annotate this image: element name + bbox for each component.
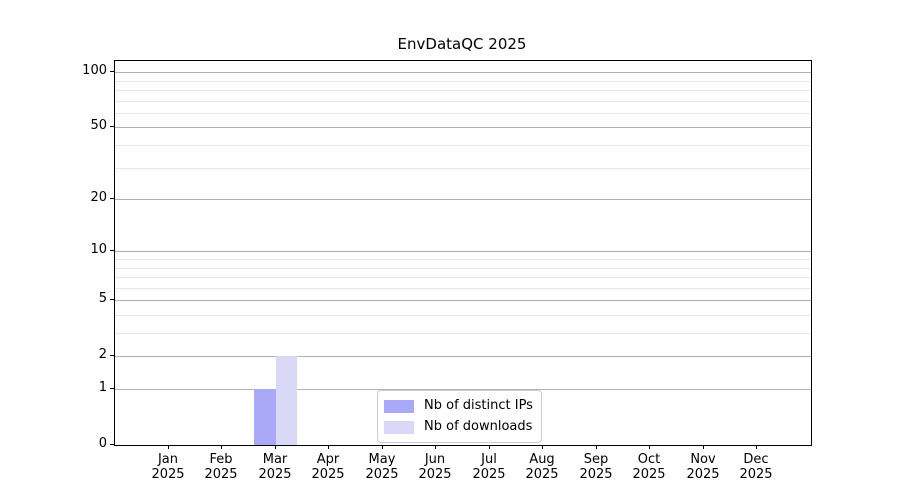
gridline-minor-3 (115, 333, 811, 334)
chart-title: EnvDataQC 2025 (397, 35, 527, 53)
x-tick-jan (168, 445, 169, 449)
x-tick-sep (596, 445, 597, 449)
gridline-minor-60 (115, 113, 811, 114)
x-tick-label-jul: Jul 2025 (472, 452, 506, 482)
x-tick-label-sep: Sep 2025 (579, 452, 613, 482)
y-tick-label-0: 0 (98, 436, 107, 451)
legend-item-downloads: Nb of downloads (384, 418, 533, 436)
gridline-minor-80 (115, 90, 811, 91)
gridline-minor-9 (115, 259, 811, 260)
gridline-major-5 (115, 300, 811, 301)
legend: Nb of distinct IPs Nb of downloads (377, 390, 542, 443)
y-tick-20 (110, 198, 114, 199)
plot-area (114, 60, 812, 446)
x-tick-label-apr: Apr 2025 (311, 452, 345, 482)
gridline-major-20 (115, 199, 811, 200)
gridline-minor-90 (115, 81, 811, 82)
legend-item-distinct-ips: Nb of distinct IPs (384, 397, 533, 415)
x-tick-jun (435, 445, 436, 449)
x-tick-jul (489, 445, 490, 449)
x-tick-label-jan: Jan 2025 (151, 452, 185, 482)
x-tick-label-may: May 2025 (365, 452, 399, 482)
x-tick-dec (756, 445, 757, 449)
y-tick-50 (110, 126, 114, 127)
gridline-minor-70 (115, 101, 811, 102)
gridline-minor-30 (115, 168, 811, 169)
x-tick-label-dec: Dec 2025 (739, 452, 773, 482)
x-tick-apr (328, 445, 329, 449)
x-tick-aug (542, 445, 543, 449)
legend-swatch-downloads (384, 420, 414, 434)
y-tick-label-20: 20 (90, 190, 107, 205)
y-tick-5 (110, 299, 114, 300)
gridline-minor-40 (115, 145, 811, 146)
x-tick-label-nov: Nov 2025 (686, 452, 720, 482)
x-tick-label-feb: Feb 2025 (204, 452, 238, 482)
y-tick-10 (110, 250, 114, 251)
gridline-major-100 (115, 72, 811, 73)
gridline-minor-7 (115, 277, 811, 278)
x-tick-oct (649, 445, 650, 449)
gridline-major-1 (115, 389, 811, 390)
legend-label-downloads: Nb of downloads (424, 419, 533, 434)
y-tick-label-5: 5 (98, 291, 107, 306)
gridline-major-50 (115, 127, 811, 128)
gridline-major-2 (115, 356, 811, 357)
y-tick-label-10: 10 (90, 242, 107, 257)
y-tick-2 (110, 355, 114, 356)
y-tick-label-1: 1 (98, 380, 107, 395)
x-tick-mar (275, 445, 276, 449)
legend-swatch-distinct-ips (384, 399, 414, 413)
x-tick-label-oct: Oct 2025 (632, 452, 666, 482)
y-tick-label-2: 2 (98, 347, 107, 362)
x-tick-label-mar: Mar 2025 (258, 452, 292, 482)
x-tick-label-aug: Aug 2025 (525, 452, 559, 482)
y-tick-100 (110, 71, 114, 72)
gridline-minor-8 (115, 268, 811, 269)
gridline-major-10 (115, 251, 811, 252)
x-tick-label-jun: Jun 2025 (418, 452, 452, 482)
x-tick-nov (703, 445, 704, 449)
gridline-minor-6 (115, 288, 811, 289)
gridline-minor-4 (115, 315, 811, 316)
y-tick-0 (110, 444, 114, 445)
x-tick-feb (221, 445, 222, 449)
y-tick-1 (110, 388, 114, 389)
x-tick-may (382, 445, 383, 449)
y-tick-label-100: 100 (82, 63, 107, 78)
bar-mar-series1 (275, 356, 298, 445)
legend-label-distinct-ips: Nb of distinct IPs (424, 398, 533, 413)
bar-mar-series0 (254, 389, 276, 445)
y-tick-label-50: 50 (90, 118, 107, 133)
